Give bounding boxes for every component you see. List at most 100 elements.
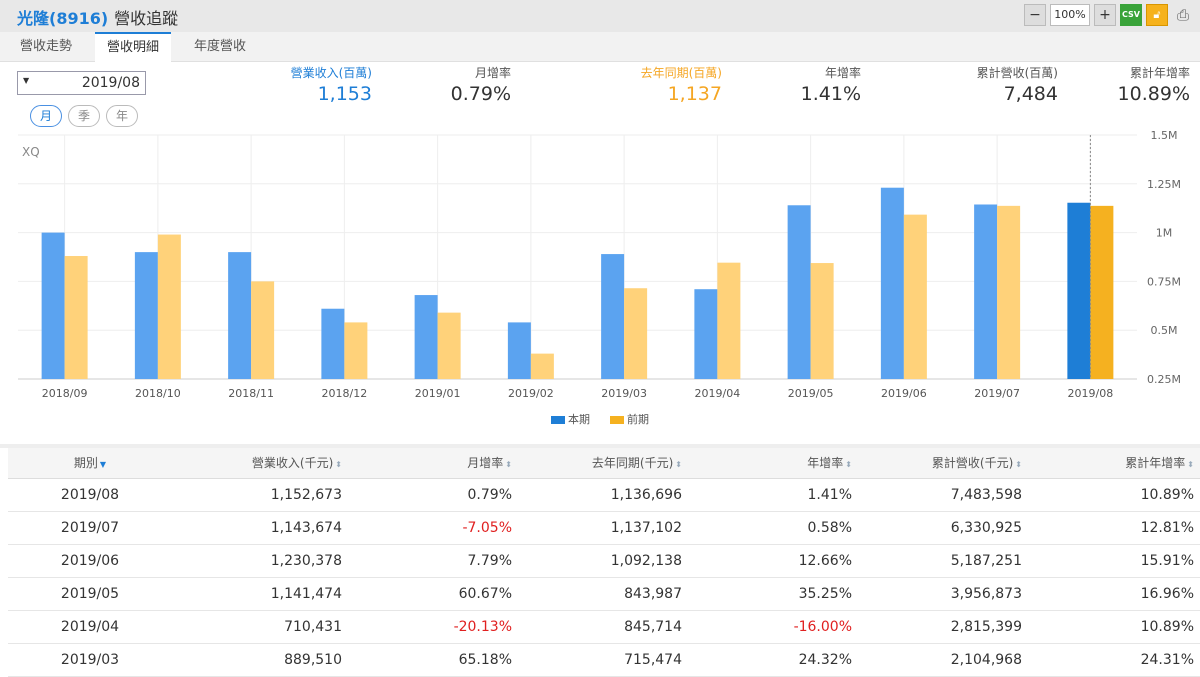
sort-icon[interactable]: ⬍ xyxy=(845,460,852,470)
metric-label: 營業收入(百萬) xyxy=(290,66,372,80)
table-cell: -7.05% xyxy=(348,511,518,545)
column-header[interactable]: 營業收入(千元) ⬍ xyxy=(178,448,348,479)
bar-current xyxy=(414,295,438,379)
sort-icon[interactable]: ⬍ xyxy=(1187,460,1194,470)
bar-previous xyxy=(903,214,927,379)
metric-value: 1,153 xyxy=(317,83,372,105)
period-quarter-button[interactable]: 季 xyxy=(68,105,100,127)
zoom-out-button[interactable]: − xyxy=(1024,4,1046,26)
bar-current xyxy=(1067,202,1091,379)
zoom-in-button[interactable]: + xyxy=(1094,4,1116,26)
sort-icon[interactable]: ⬍ xyxy=(1015,460,1022,470)
bar-current xyxy=(134,252,158,379)
x-tick-label: 2019/06 xyxy=(881,387,927,400)
sort-icon[interactable]: ⬍ xyxy=(675,460,682,470)
x-tick-label: 2018/10 xyxy=(135,387,181,400)
x-tick-label: 2018/12 xyxy=(322,387,368,400)
bar-previous xyxy=(717,262,741,379)
table-row[interactable]: 2019/08 1,152,673 0.79% 1,136,696 1.41% 7,483… xyxy=(8,478,1200,512)
table-cell: 24.32% xyxy=(688,643,858,677)
sort-icon[interactable]: ⬍ xyxy=(505,460,512,470)
column-header-label: 期別 xyxy=(73,456,98,471)
page-name: 營收追蹤 xyxy=(114,9,179,28)
table-cell: 1,230,378 xyxy=(178,544,348,578)
metric-label: 累計年增率 xyxy=(1129,66,1190,80)
table-cell: 1,152,673 xyxy=(178,478,348,512)
bar-current xyxy=(41,232,65,379)
table-cell: 6,330,925 xyxy=(858,511,1028,545)
bar-previous xyxy=(251,281,275,379)
period-month-button[interactable]: 月 xyxy=(30,105,62,127)
bar-current xyxy=(974,204,998,379)
table-cell: 1,141,474 xyxy=(178,577,348,611)
table-cell: 2019/03 xyxy=(8,643,178,677)
metric-cumulative: 累計營收(百萬) 7,484 xyxy=(977,64,1058,105)
column-header[interactable]: 月增率 ⬍ xyxy=(348,448,518,479)
date-select[interactable]: ▼ 2019/08 xyxy=(17,71,146,95)
column-header[interactable]: 累計營收(千元) ⬍ xyxy=(858,448,1028,479)
lock-icon[interactable]: 🔓︎ xyxy=(1146,4,1168,26)
sort-icon[interactable]: ▼ xyxy=(99,460,107,470)
stock-name[interactable]: 光隆(8916) xyxy=(17,9,109,28)
bar-previous xyxy=(64,256,88,379)
zoom-level[interactable]: 100% xyxy=(1050,4,1090,26)
table-row[interactable]: 2019/07 1,143,674 -7.05% 1,137,102 0.58% 6,33… xyxy=(8,511,1200,545)
table-cell: 715,474 xyxy=(518,643,688,677)
table-body: 2019/08 1,152,673 0.79% 1,136,696 1.41% 7,483… xyxy=(8,478,1200,677)
table-cell: 10.89% xyxy=(1028,610,1200,644)
sort-icon[interactable]: ⬍ xyxy=(335,460,342,470)
x-tick-label: 2019/02 xyxy=(508,387,554,400)
tab-bar: 營收走勢 營收明細 年度營收 xyxy=(0,32,1200,62)
table-cell: 0.58% xyxy=(688,511,858,545)
toolbar: − 100% + CSV 🔓︎ ⎙ xyxy=(1024,4,1194,26)
print-icon[interactable]: ⎙ xyxy=(1176,6,1189,24)
column-header[interactable]: 年增率 ⬍ xyxy=(688,448,858,479)
table-cell: 2019/04 xyxy=(8,610,178,644)
column-header[interactable]: 期別 ▼ xyxy=(8,448,178,479)
bar-previous xyxy=(530,353,554,379)
bar-previous xyxy=(810,263,834,379)
table-cell: 10.89% xyxy=(1028,478,1200,512)
table-cell: 2019/06 xyxy=(8,544,178,578)
table-row[interactable]: 2019/03 889,510 65.18% 715,474 24.32% 2,104,9… xyxy=(8,643,1200,677)
column-header-label: 年增率 xyxy=(807,456,844,471)
table-cell: -20.13% xyxy=(348,610,518,644)
metric-label: 累計營收(百萬) xyxy=(976,66,1058,80)
bar-previous xyxy=(624,288,648,379)
tab-revenue-detail[interactable]: 營收明細 xyxy=(95,32,172,62)
table-row[interactable]: 2019/04 710,431 -20.13% 845,714 -16.00% 2,815… xyxy=(8,610,1200,644)
period-year-button[interactable]: 年 xyxy=(106,105,138,127)
bar-current xyxy=(694,289,718,379)
legend-label: 前期 xyxy=(627,413,649,426)
metric-label: 月增率 xyxy=(474,66,511,80)
table-cell: 2,815,399 xyxy=(858,610,1028,644)
y-tick-label: 0.25M xyxy=(1147,373,1181,386)
table-header-row: 期別 ▼ 營業收入(千元) ⬍ 月增率 ⬍ 去年同期(千元) ⬍ 年增率 ⬍ 累計營收(千元) ⬍ 累計… xyxy=(8,448,1200,479)
tab-annual-revenue[interactable]: 年度營收 xyxy=(194,39,247,54)
revenue-table: 期別 ▼ 營業收入(千元) ⬍ 月增率 ⬍ 去年同期(千元) ⬍ 年增率 ⬍ 累計營收(千元) ⬍ 累計… xyxy=(8,448,1200,677)
table-cell: 2019/08 xyxy=(8,478,178,512)
metric-value: 1.41% xyxy=(800,83,861,105)
y-tick-label: 1.25M xyxy=(1147,178,1181,191)
table-cell: 60.67% xyxy=(348,577,518,611)
x-tick-label: 2019/01 xyxy=(415,387,461,400)
metric-cumulative-yoy: 累計年增率 10.89% xyxy=(1118,64,1190,105)
column-header[interactable]: 去年同期(千元) ⬍ xyxy=(518,448,688,479)
metric-value: 0.79% xyxy=(450,83,511,105)
tab-revenue-trend[interactable]: 營收走勢 xyxy=(20,39,73,54)
table-cell: 12.81% xyxy=(1028,511,1200,545)
table-cell: 7.79% xyxy=(348,544,518,578)
table-cell: 12.66% xyxy=(688,544,858,578)
x-tick-label: 2019/03 xyxy=(601,387,647,400)
column-header-label: 累計年增率 xyxy=(1125,456,1186,471)
column-header[interactable]: 累計年增率 ⬍ xyxy=(1028,448,1200,479)
table-row[interactable]: 2019/06 1,230,378 7.79% 1,092,138 12.66% 5,18… xyxy=(8,544,1200,578)
table-cell: 24.31% xyxy=(1028,643,1200,677)
csv-export-button[interactable]: CSV xyxy=(1120,4,1142,26)
y-tick-label: 0.5M xyxy=(1151,324,1178,337)
table-cell: 0.79% xyxy=(348,478,518,512)
xq-watermark: XQ xyxy=(22,145,40,159)
title-bar: 光隆(8916) 營收追蹤 − 100% + CSV 🔓︎ ⎙ xyxy=(0,0,1200,32)
table-row[interactable]: 2019/05 1,141,474 60.67% 843,987 35.25% 3,956… xyxy=(8,577,1200,611)
dropdown-arrow-icon: ▼ xyxy=(23,76,30,85)
